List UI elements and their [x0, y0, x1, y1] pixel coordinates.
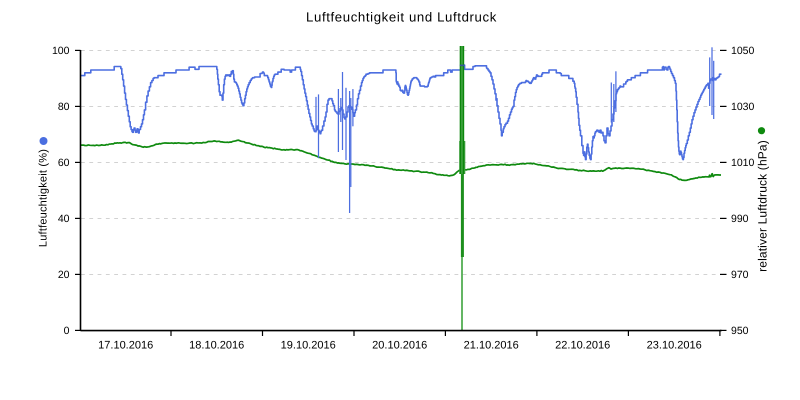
svg-text:19.10.2016: 19.10.2016 [281, 340, 336, 352]
svg-text:20.10.2016: 20.10.2016 [372, 340, 427, 352]
svg-text:950: 950 [731, 325, 749, 337]
svg-text:relativer Luftdruck (hPa): relativer Luftdruck (hPa) [756, 140, 770, 272]
svg-text:100: 100 [52, 45, 70, 57]
svg-text:23.10.2016: 23.10.2016 [647, 340, 702, 352]
svg-text:18.10.2016: 18.10.2016 [189, 340, 244, 352]
svg-text:60: 60 [58, 157, 70, 169]
svg-text:990: 990 [731, 213, 749, 225]
svg-text:22.10.2016: 22.10.2016 [555, 340, 610, 352]
svg-text:40: 40 [58, 213, 70, 225]
svg-text:20: 20 [58, 269, 70, 281]
svg-text:Luftfeuchtigkeit und Luftdruck: Luftfeuchtigkeit und Luftdruck [306, 10, 497, 25]
svg-text:80: 80 [58, 101, 70, 113]
svg-text:970: 970 [731, 269, 749, 281]
svg-text:21.10.2016: 21.10.2016 [464, 340, 519, 352]
svg-text:0: 0 [64, 325, 70, 337]
svg-text:1050: 1050 [731, 45, 755, 57]
svg-text:17.10.2016: 17.10.2016 [98, 340, 153, 352]
svg-text:1010: 1010 [731, 157, 755, 169]
svg-text:Luftfeuchtigkeit (%): Luftfeuchtigkeit (%) [38, 149, 50, 247]
svg-text:1030: 1030 [731, 101, 755, 113]
